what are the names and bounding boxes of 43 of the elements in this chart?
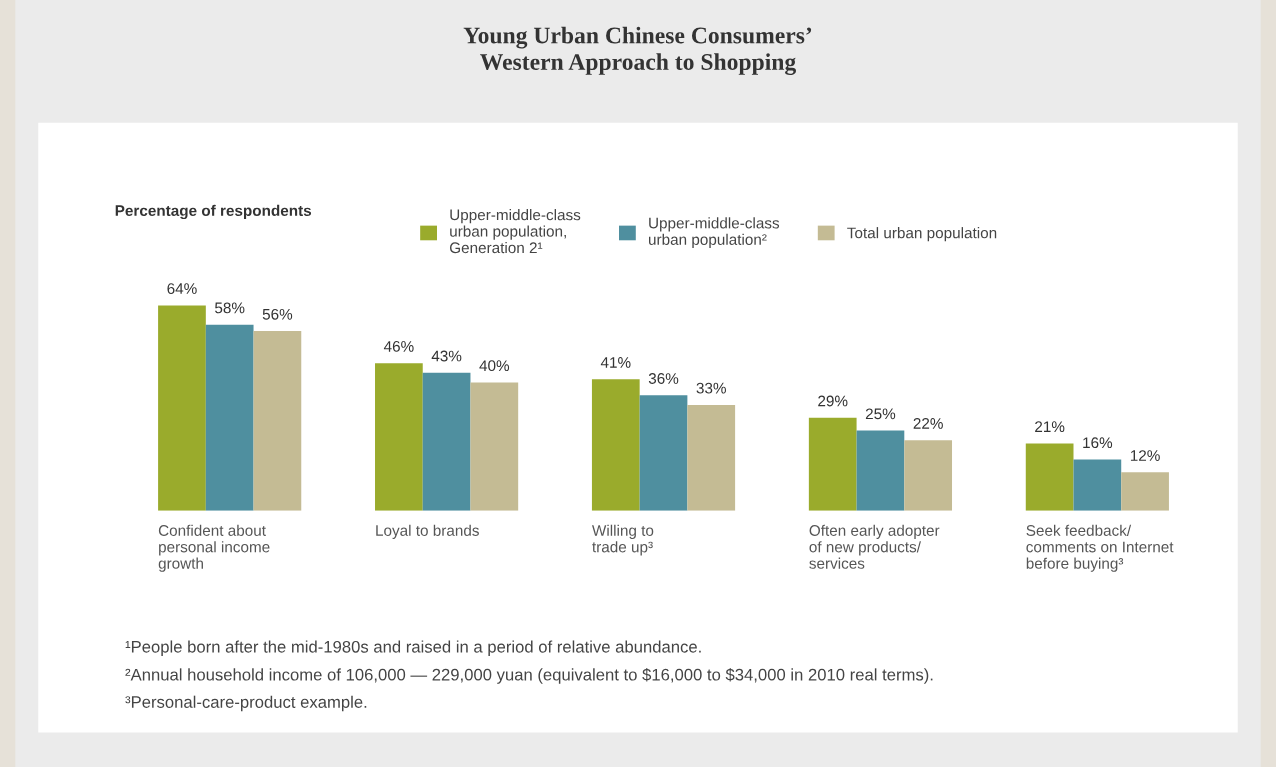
data-label: 36%	[648, 373, 679, 384]
data-label: 58%	[215, 302, 245, 314]
x-tick-label: Willing to trade up³	[592, 524, 654, 556]
legend-label: Total urban population	[847, 227, 997, 242]
bar	[470, 382, 519, 511]
x-tick-label: Seek feedback/ comments on Internet before buying³	[1026, 524, 1174, 572]
text: ¹People born after the mid-1980s and raised in a period of relative abundance.	[125, 640, 701, 656]
data-label: 25%	[865, 408, 896, 420]
bar	[205, 324, 254, 511]
text: ²Annual household income of 106,000 — 229,000 yuan (equivalent to $16,000 to $34,000 in 2010 real terms).	[125, 668, 933, 684]
data-label: 12%	[1130, 450, 1160, 461]
bar	[158, 305, 206, 511]
bar	[904, 440, 953, 511]
bar	[856, 430, 905, 511]
data-label: 41%	[600, 357, 631, 368]
data-label: 16%	[1083, 437, 1113, 449]
x-tick-label: Confident about personal income growth	[158, 524, 270, 572]
chart-title: Young Urban Chinese Consumers’ Western Approach to Shopping	[463, 26, 812, 75]
bar	[687, 404, 736, 511]
bar	[422, 372, 471, 511]
data-label: 29%	[818, 395, 848, 407]
bar	[1121, 472, 1169, 511]
data-label: 21%	[1035, 421, 1065, 432]
bar	[1073, 459, 1122, 511]
bar	[253, 331, 302, 511]
data-label: 40%	[479, 360, 510, 372]
x-tick-label: Often early adopter of new products/ services	[809, 524, 940, 569]
bar	[591, 379, 640, 511]
bar	[375, 363, 423, 511]
x-tick-label: Loyal to brands	[376, 524, 479, 539]
bar	[639, 395, 688, 511]
text: ³Personal-care-product example.	[125, 695, 367, 712]
data-label: 56%	[262, 308, 293, 320]
data-label: 46%	[383, 340, 414, 352]
data-label: 33%	[696, 382, 726, 394]
text: Percentage of respondents	[115, 204, 312, 220]
legend-label: Upper-middle-class urban population, Generation 2¹	[449, 209, 581, 254]
data-label: 43%	[431, 350, 462, 362]
data-label: 64%	[167, 283, 197, 295]
bar	[1025, 443, 1074, 511]
data-label: 22%	[913, 418, 943, 429]
legend-label: Upper-middle-class urban population²	[649, 217, 780, 248]
bar	[808, 417, 857, 511]
